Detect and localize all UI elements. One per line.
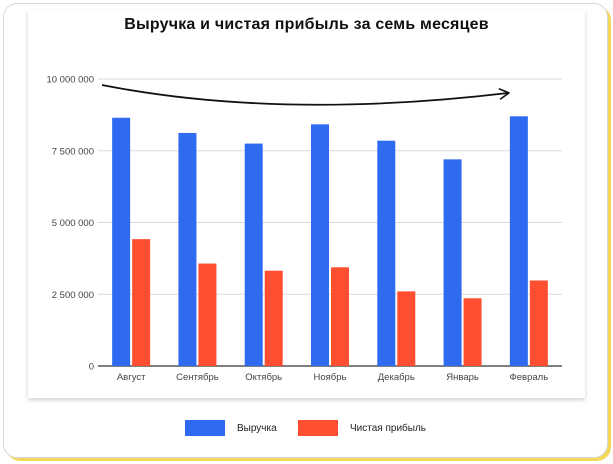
profit-bar (463, 298, 482, 366)
x-tick-label: Август (117, 372, 146, 383)
revenue-bar (377, 140, 396, 366)
x-tick-label: Февраль (510, 372, 549, 383)
x-axis-ticks: Август Сентябрь Октябрь Ноябрь Декабрь Январь… (117, 372, 548, 383)
y-tick-label: 2 500 000 (52, 290, 94, 301)
x-tick-label: Декабрь (378, 372, 415, 383)
profit-bar (198, 263, 217, 366)
profit-bar (529, 280, 548, 366)
legend-label-profit: Чистая прибыль (350, 422, 426, 434)
revenue-bar (311, 124, 329, 366)
y-tick-label: 0 (89, 362, 94, 373)
y-tick-label: 5 000 000 (52, 218, 94, 229)
profit-bar (331, 267, 349, 366)
legend: Выручка Чистая прибыль (0, 418, 613, 438)
revenue-bar (443, 159, 462, 366)
bars (112, 116, 548, 367)
chart-title: Выручка и чистая прибыль за семь месяцев (124, 16, 489, 33)
y-tick-label: 7 500 000 (52, 146, 94, 157)
legend-swatch-profit (298, 420, 338, 436)
profit-bar (132, 239, 151, 366)
revenue-bar (112, 117, 131, 367)
x-tick-label: Сентябрь (176, 372, 219, 383)
x-tick-label: Ноябрь (314, 372, 347, 383)
revenue-bar (509, 116, 528, 366)
y-axis-ticks: 0 2 500 000 5 000 000 7 500 000 10 000 000 (46, 75, 94, 373)
legend-label-revenue: Выручка (237, 422, 277, 434)
x-tick-label: Январь (446, 372, 479, 383)
x-tick-label: Октябрь (245, 372, 282, 383)
profit-bar (397, 291, 416, 366)
legend-item-revenue: Выручка (185, 418, 277, 438)
profit-bar (264, 270, 283, 366)
y-tick-label: 10 000 000 (46, 75, 94, 86)
revenue-bar (244, 143, 263, 366)
revenue-bar (178, 132, 197, 366)
gridlines (98, 78, 562, 367)
trend-arrow (101, 84, 510, 106)
legend-item-profit: Чистая прибыль (298, 418, 426, 438)
legend-swatch-revenue (185, 420, 225, 436)
